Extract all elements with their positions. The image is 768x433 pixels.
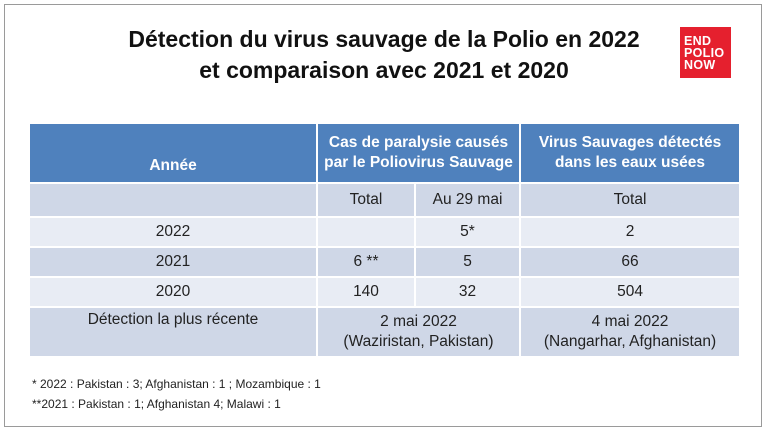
row-eaux: 504 [520, 277, 740, 308]
row-au-29-mai: 32 [415, 277, 522, 308]
row-eaux: 66 [520, 247, 740, 278]
recent-detection-label: Détection la plus récente [30, 307, 318, 358]
recent-eaux-date: 4 mai 2022 [591, 313, 669, 330]
subheader-au-29-mai: Au 29 mai [415, 183, 522, 218]
row-year: 2021 [30, 247, 318, 278]
title-line-2: et comparaison avec 2021 et 2020 [199, 57, 569, 83]
footnote-1: * 2022 : Pakistan : 3; Afghanistan : 1 ;… [32, 377, 321, 391]
table-row: 2020 140 32 504 [30, 277, 740, 308]
logo-line-1: END [684, 33, 712, 48]
row-au-29-mai: 5* [415, 217, 522, 248]
row-year: 2020 [30, 277, 318, 308]
recent-cas-cell: 2 mai 2022 (Waziristan, Pakistan) [317, 307, 522, 358]
header-cas-paralysie: Cas de paralysie causés par le Polioviru… [317, 124, 522, 184]
row-total: 6 ** [317, 247, 416, 278]
end-polio-now-logo: END POLIO NOW [680, 27, 731, 78]
table-subheader-row: Total Au 29 mai Total [30, 183, 740, 218]
logo-line-3: NOW [684, 57, 716, 72]
footnote-2: **2021 : Pakistan : 1; Afghanistan 4; Ma… [32, 397, 281, 411]
row-year: 2022 [30, 217, 318, 248]
table-row: 2022 5* 2 [30, 217, 740, 248]
row-total: 140 [317, 277, 416, 308]
row-au-29-mai: 5 [415, 247, 522, 278]
table-row: 2021 6 ** 5 66 [30, 247, 740, 278]
table-header-row: Année Cas de paralysie causés par le Pol… [30, 124, 740, 184]
subheader-annee [30, 183, 318, 218]
recent-detection-row: Détection la plus récente 2 mai 2022 (Wa… [30, 307, 740, 358]
subheader-total: Total [317, 183, 416, 218]
recent-eaux-cell: 4 mai 2022 (Nangarhar, Afghanistan) [520, 307, 740, 358]
subheader-total-eaux: Total [520, 183, 740, 218]
header-annee: Année [30, 124, 318, 184]
recent-cas-place: (Waziristan, Pakistan) [343, 333, 494, 350]
recent-eaux-place: (Nangarhar, Afghanistan) [543, 333, 717, 350]
recent-cas-date: 2 mai 2022 [380, 313, 457, 330]
row-eaux: 2 [520, 217, 740, 248]
logo-line-2: POLIO [684, 45, 725, 60]
header-virus-sauvages: Virus Sauvages détectés dans les eaux us… [520, 124, 740, 184]
title-line-1: Détection du virus sauvage de la Polio e… [128, 26, 640, 52]
slide-title: Détection du virus sauvage de la Polio e… [0, 24, 768, 86]
row-total [317, 217, 416, 248]
polio-data-table: Année Cas de paralysie causés par le Pol… [30, 124, 740, 358]
